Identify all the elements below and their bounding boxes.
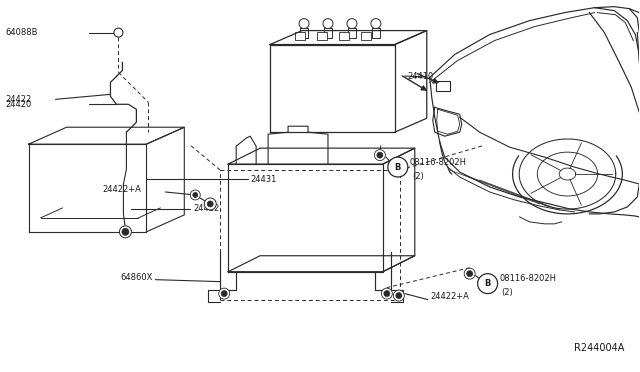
Text: 24422: 24422 <box>193 205 220 214</box>
Circle shape <box>114 28 123 37</box>
Text: B: B <box>395 163 401 171</box>
Circle shape <box>477 274 498 294</box>
Text: (2): (2) <box>502 288 513 297</box>
Circle shape <box>371 19 381 29</box>
Text: (2): (2) <box>412 171 424 180</box>
Circle shape <box>190 190 200 200</box>
Text: 64088B: 64088B <box>6 28 38 37</box>
Text: 24410: 24410 <box>408 71 434 80</box>
Circle shape <box>396 293 402 299</box>
Circle shape <box>207 201 213 207</box>
Circle shape <box>323 19 333 29</box>
Bar <box>295 32 305 39</box>
Circle shape <box>204 198 216 210</box>
Text: 24422+A: 24422+A <box>431 292 470 301</box>
Text: 24420: 24420 <box>6 100 32 109</box>
Text: 08116-8202H: 08116-8202H <box>410 158 467 167</box>
Circle shape <box>388 157 408 177</box>
Circle shape <box>219 288 230 299</box>
Circle shape <box>122 228 129 235</box>
Circle shape <box>381 288 392 299</box>
Circle shape <box>120 226 131 238</box>
Circle shape <box>464 268 475 279</box>
Text: B: B <box>484 279 491 288</box>
Circle shape <box>193 192 198 198</box>
Circle shape <box>384 291 390 296</box>
Text: R244004A: R244004A <box>574 343 625 353</box>
Circle shape <box>394 290 404 301</box>
Bar <box>361 32 371 39</box>
Circle shape <box>221 291 227 296</box>
Circle shape <box>374 150 385 161</box>
Text: 24422: 24422 <box>6 95 32 104</box>
Bar <box>300 28 308 38</box>
Text: 64860X: 64860X <box>120 273 153 282</box>
Circle shape <box>377 152 383 158</box>
Bar <box>339 32 349 39</box>
Text: 24431: 24431 <box>250 175 276 184</box>
Bar <box>324 28 332 38</box>
Circle shape <box>467 271 473 277</box>
Bar <box>348 28 356 38</box>
Text: 24422+A: 24422+A <box>102 186 141 195</box>
Circle shape <box>347 19 357 29</box>
Circle shape <box>299 19 309 29</box>
Text: 08116-8202H: 08116-8202H <box>500 274 557 283</box>
Bar <box>372 28 380 38</box>
Bar <box>317 32 327 39</box>
Bar <box>436 81 450 92</box>
